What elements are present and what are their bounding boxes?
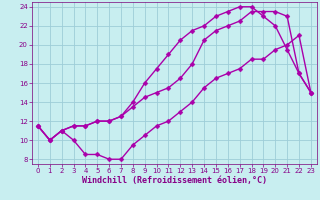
X-axis label: Windchill (Refroidissement éolien,°C): Windchill (Refroidissement éolien,°C)	[82, 176, 267, 185]
